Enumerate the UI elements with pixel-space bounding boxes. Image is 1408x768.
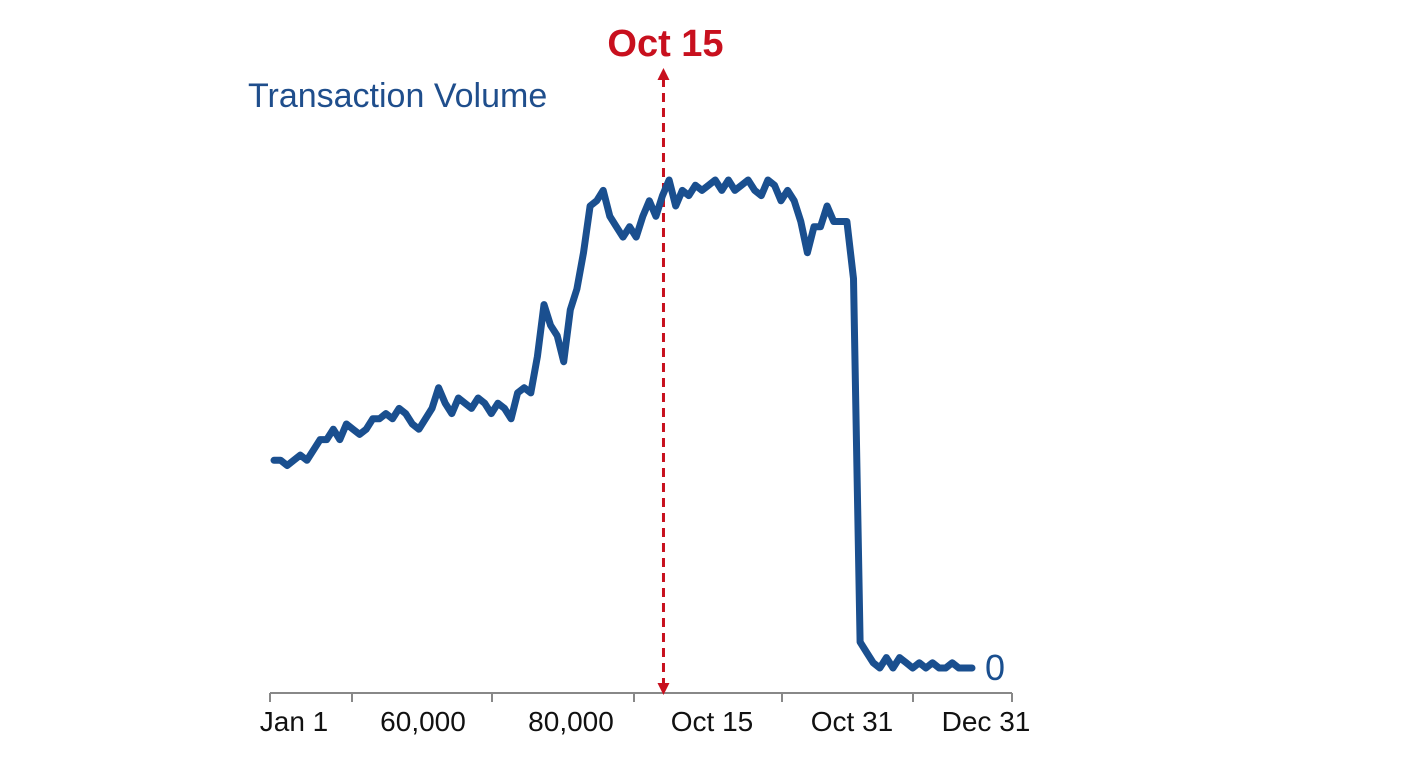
- chart-title: Transaction Volume: [248, 77, 547, 115]
- x-tick-label: Oct 15: [671, 706, 753, 737]
- series-line: [270, 176, 976, 672]
- marker-arrow-up-icon: [657, 68, 670, 80]
- end-value-label: 0: [985, 647, 1005, 688]
- x-tick-label: 60,000: [380, 706, 466, 737]
- x-tick-label: Jan 1: [260, 706, 329, 737]
- x-tick-label: 80,000: [528, 706, 614, 737]
- marker-arrow-down-icon: [657, 683, 670, 695]
- x-tick-label: Oct 31: [811, 706, 893, 737]
- x-tick-label: Dec 31: [942, 706, 1031, 737]
- marker-label: Oct 15: [607, 23, 723, 65]
